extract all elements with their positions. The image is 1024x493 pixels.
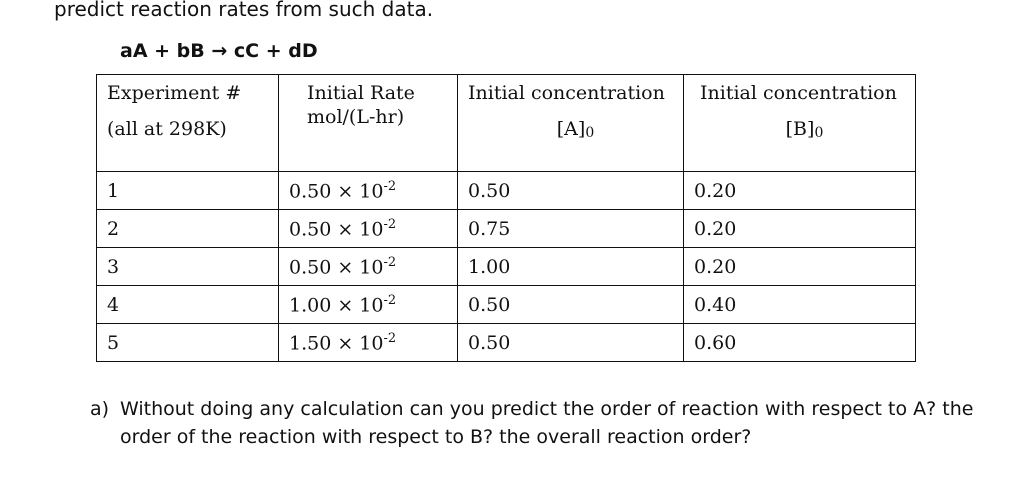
- table-row: 1 0.50 × 10-2 0.50 0.20: [96, 171, 916, 210]
- cell-conc-a: 0.50: [457, 323, 684, 362]
- cell-rate: 0.50 × 10-2: [278, 247, 458, 286]
- header-conc-b-symbol: [B]0: [694, 115, 915, 147]
- table-row: 3 0.50 × 10-2 1.00 0.20: [96, 247, 916, 286]
- cell-rate: 0.50 × 10-2: [278, 171, 458, 210]
- rate-base: 0.50 × 10: [289, 180, 384, 203]
- conc-b-subscript: 0: [814, 125, 824, 141]
- header-experiment-label: Experiment #: [107, 82, 242, 104]
- table-header-row: Experiment # (all at 298K) Initial Rate …: [96, 74, 916, 172]
- rate-exponent: -2: [383, 330, 397, 346]
- question-text: Without doing any calculation can you pr…: [120, 398, 974, 448]
- cell-conc-a: 0.50: [457, 171, 684, 210]
- header-rate-units: mol/(L-hr): [307, 106, 405, 128]
- cell-conc-b: 0.20: [683, 247, 916, 286]
- rate-data-table: Experiment # (all at 298K) Initial Rate …: [96, 74, 916, 362]
- header-initial-rate: Initial Rate mol/(L-hr): [278, 74, 458, 172]
- cell-conc-b: 0.20: [683, 209, 916, 248]
- cell-conc-b: 0.20: [683, 171, 916, 210]
- header-rate-label: Initial Rate: [307, 82, 415, 104]
- intro-text: predict reaction rates from such data.: [54, 0, 434, 21]
- cell-rate: 1.00 × 10-2: [278, 285, 458, 324]
- cell-conc-a: 0.50: [457, 285, 684, 324]
- rate-exponent: -2: [383, 254, 397, 270]
- question-label: a): [90, 398, 110, 420]
- rate-base: 0.50 × 10: [289, 256, 384, 279]
- cell-exp: 3: [96, 247, 279, 286]
- header-experiment: Experiment # (all at 298K): [96, 74, 279, 172]
- header-conc-a: Initial concentration [A]0: [457, 74, 684, 172]
- conc-a-symbol: [A]: [556, 118, 586, 140]
- cell-exp: 5: [96, 323, 279, 362]
- table-row: 5 1.50 × 10-2 0.50 0.60: [96, 323, 916, 362]
- reaction-equation: aA + bB → cC + dD: [120, 40, 318, 62]
- cell-conc-b: 0.60: [683, 323, 916, 362]
- rate-exponent: -2: [383, 216, 397, 232]
- header-conc-a-label: Initial concentration: [468, 82, 665, 104]
- header-conc-b: Initial concentration [B]0: [683, 74, 916, 172]
- table-row: 2 0.50 × 10-2 0.75 0.20: [96, 209, 916, 248]
- conc-b-symbol: [B]: [785, 118, 815, 140]
- cell-rate: 1.50 × 10-2: [278, 323, 458, 362]
- rate-exponent: -2: [383, 292, 397, 308]
- cell-rate: 0.50 × 10-2: [278, 209, 458, 248]
- conc-a-subscript: 0: [585, 125, 595, 141]
- rate-base: 1.00 × 10: [289, 294, 384, 317]
- header-conc-a-symbol: [A]0: [468, 115, 683, 147]
- header-temperature-label: (all at 298K): [107, 118, 227, 140]
- question-a: a) Without doing any calculation can you …: [90, 395, 1000, 451]
- cell-conc-b: 0.40: [683, 285, 916, 324]
- rate-exponent: -2: [383, 178, 397, 194]
- rate-base: 1.50 × 10: [289, 332, 384, 355]
- table-row: 4 1.00 × 10-2 0.50 0.40: [96, 285, 916, 324]
- rate-base: 0.50 × 10: [289, 218, 384, 241]
- cell-conc-a: 1.00: [457, 247, 684, 286]
- cell-conc-a: 0.75: [457, 209, 684, 248]
- header-conc-b-label: Initial concentration: [700, 82, 897, 104]
- cell-exp: 1: [96, 171, 279, 210]
- cell-exp: 2: [96, 209, 279, 248]
- cell-exp: 4: [96, 285, 279, 324]
